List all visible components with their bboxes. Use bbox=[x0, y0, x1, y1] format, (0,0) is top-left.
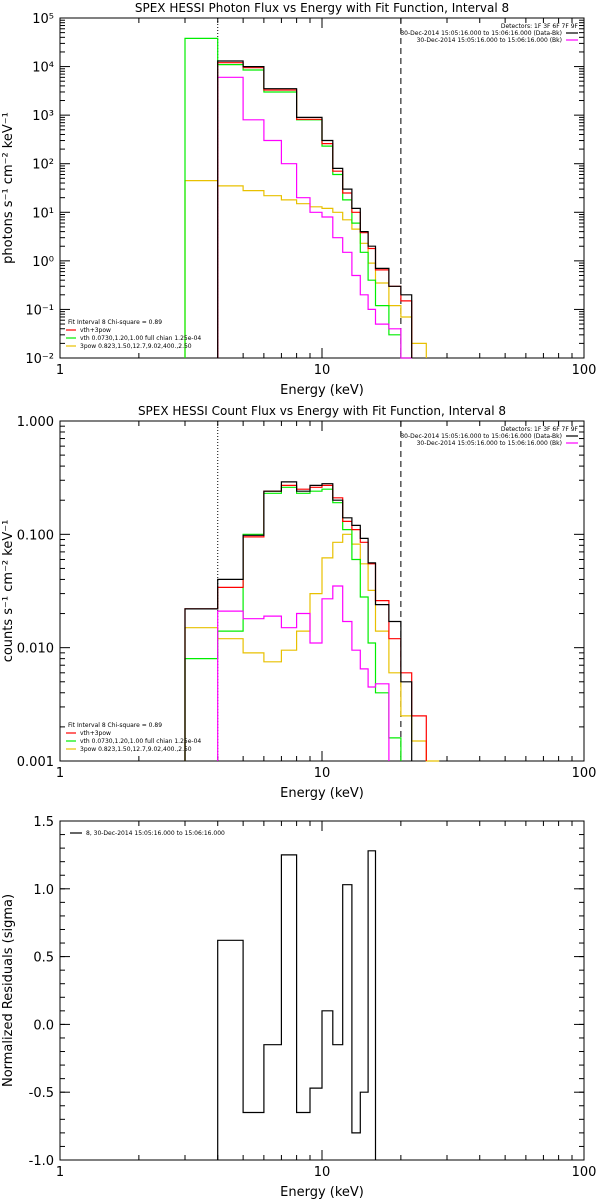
x-tick-label: 1 bbox=[56, 363, 64, 378]
y-tick-label: 10¹ bbox=[32, 206, 54, 221]
x-tick-label: 100 bbox=[572, 766, 597, 781]
y-tick-label: 0.010 bbox=[17, 642, 54, 657]
y-tick-label: 0.001 bbox=[17, 755, 54, 770]
y-axis-label: photons s⁻¹ cm⁻² keV⁻¹ bbox=[1, 112, 16, 264]
y-tick-label: 10² bbox=[32, 158, 54, 173]
legend-right-line: 30-Dec-2014 15:05:16.000 to 15:06:16.000… bbox=[417, 37, 562, 44]
y-tick-label: 0.5 bbox=[33, 951, 54, 966]
y-tick-label: 0.100 bbox=[17, 528, 54, 543]
legend-left-line: vth+3pow bbox=[80, 730, 111, 737]
y-tick-label: 10⁰ bbox=[32, 255, 54, 270]
series-vth_3pow bbox=[217, 62, 413, 358]
y-tick-label: 10⁻² bbox=[25, 352, 54, 367]
plot-frame bbox=[59, 820, 585, 1161]
legend-left-line: 3pow 0.823,1.50,12.7,9.02,400.,2.50 bbox=[80, 343, 192, 350]
panel-title: SPEX HESSI Photon Flux vs Energy with Fi… bbox=[135, 1, 509, 15]
legend-left-line: vth 0.0730,1.20,1.00 full chian 1.25e-04 bbox=[80, 335, 201, 342]
x-tick-label: 1 bbox=[56, 766, 64, 781]
legend-left-line: Fit Interval 8 Chi-square = 0.89 bbox=[68, 319, 162, 326]
panel-3: 1 10 100 Energy (keV) -1.0 -0.5 0.0 0.5 1.0 1.5 No… bbox=[1, 815, 596, 1200]
x-tick-label: 10 bbox=[314, 766, 331, 781]
legend-left-line: Fit Interval 8 Chi-square = 0.89 bbox=[68, 722, 162, 729]
x-tick-label: 1 bbox=[56, 1165, 64, 1180]
y-tick-label: 0.0 bbox=[33, 1018, 54, 1033]
legend-right-line: 30-Dec-2014 15:05:16.000 to 15:06:16.000… bbox=[400, 433, 562, 440]
legend-right-line: Detectors: 1F 3F 6F 7F 9F bbox=[501, 23, 579, 30]
panel-1: SPEX HESSI Photon Flux vs Energy with Fi… bbox=[1, 1, 596, 398]
x-tick-label: 100 bbox=[572, 1165, 597, 1180]
series-bk bbox=[217, 76, 412, 359]
legend-left-line: 8, 30-Dec-2014 15:05:16.000 to 15:06:16.… bbox=[86, 830, 225, 837]
y-tick-label: 10⁻¹ bbox=[25, 303, 54, 318]
x-tick-label: 100 bbox=[572, 363, 597, 378]
y-tick-label: 1.000 bbox=[17, 415, 54, 430]
series-bk bbox=[217, 585, 390, 761]
legend-left-line: vth+3pow bbox=[80, 327, 111, 334]
legend-left-line: 3pow 0.823,1.50,12.7,9.02,400.,2.50 bbox=[80, 746, 192, 753]
series-vth bbox=[184, 37, 412, 359]
series-data bbox=[217, 850, 377, 1160]
series-data bbox=[184, 481, 413, 761]
x-tick-label: 10 bbox=[314, 1165, 331, 1180]
legend-right-line: 30-Dec-2014 15:05:16.000 to 15:06:16.000… bbox=[417, 440, 562, 447]
y-tick-label: 10⁴ bbox=[32, 61, 54, 76]
y-tick-label: 10³ bbox=[32, 109, 54, 124]
panel-2: SPEX HESSI Count Flux vs Energy with Fit… bbox=[1, 404, 596, 801]
legend-left-line: vth 0.0730,1.20,1.00 full chian 1.25e-04 bbox=[80, 738, 201, 745]
series-3pow bbox=[184, 180, 427, 358]
panel-title: SPEX HESSI Count Flux vs Energy with Fit… bbox=[138, 404, 506, 418]
series-vth bbox=[184, 486, 402, 761]
x-axis-label: Energy (keV) bbox=[280, 383, 364, 398]
legend-right-line: Detectors: 1F 3F 6F 7F 9F bbox=[501, 426, 579, 433]
y-tick-label: 1.5 bbox=[33, 815, 54, 830]
y-tick-label: -1.0 bbox=[29, 1154, 54, 1169]
y-tick-label: 10⁵ bbox=[32, 12, 54, 27]
x-tick-label: 10 bbox=[314, 363, 331, 378]
y-tick-label: -0.5 bbox=[29, 1086, 54, 1101]
legend-right-line: 30-Dec-2014 15:05:16.000 to 15:06:16.000… bbox=[400, 30, 562, 37]
y-tick-label: 1.0 bbox=[33, 883, 54, 898]
series-data bbox=[217, 60, 413, 358]
y-axis-label: Normalized Residuals (sigma) bbox=[1, 894, 16, 1087]
x-axis-label: Energy (keV) bbox=[280, 786, 364, 801]
plot-frame bbox=[59, 17, 585, 359]
x-axis-label: Energy (keV) bbox=[280, 1185, 364, 1200]
y-axis-label: counts s⁻¹ cm⁻² keV⁻¹ bbox=[1, 520, 16, 663]
series-vth_3pow bbox=[184, 484, 427, 761]
